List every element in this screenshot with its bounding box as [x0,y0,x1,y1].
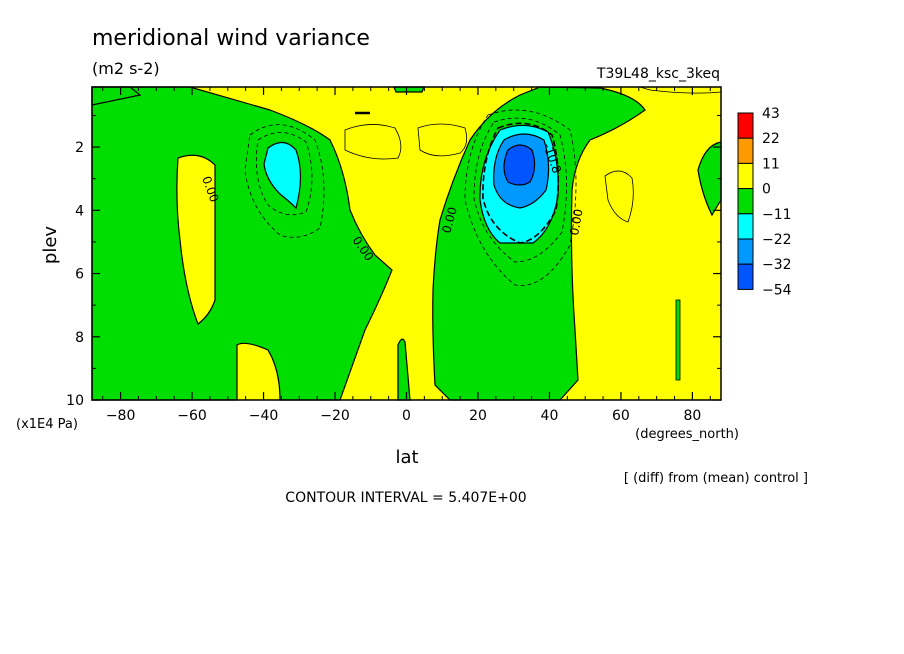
color-legend: 43 22 11 0 −11 −22 −32 −54 [737,106,792,298]
green-region-east [697,141,722,217]
x-axis-units: (degrees_north) [635,427,739,442]
contour-line [256,132,313,216]
legend-swatch [737,162,754,190]
contour-label: 0.00 [439,205,459,234]
legend-level-label: −32 [762,257,792,273]
diff-note: [ (diff) from (mean) control ] [624,471,808,486]
x-tick-label: 60 [612,408,630,424]
contour-line [604,170,634,223]
x-tick-label: 0 [402,408,411,424]
contour-line [244,124,325,238]
x-tick-label: 20 [469,408,487,424]
green-region-south [91,86,393,401]
y-tick-label: 2 [75,140,84,156]
legend-level-label: 22 [762,131,780,147]
run-label: T39L48_ksc_3keq [596,66,720,82]
legend-swatch [737,238,754,265]
deep-blue-region-north [503,144,536,186]
y-tick-label: 6 [75,267,84,283]
chart-subtitle: (m2 s-2) [92,59,160,78]
negative-contours [244,109,577,286]
legend-swatch [737,112,754,139]
y-axis-label: plev [40,226,61,265]
green-region-equator [397,338,411,401]
legend-level-label: −22 [762,232,792,248]
axis-ticks: −80 −60 −40 −20 0 20 40 60 80 2 4 6 8 10 [66,87,721,424]
legend-swatch [737,188,754,215]
legend-level-label: 43 [762,106,780,122]
legend-level-label: 11 [762,156,780,172]
x-tick-label: −60 [177,408,207,424]
legend-level-label: −11 [762,207,792,223]
chart-title: meridional wind variance [92,26,370,51]
contour-line [344,124,402,160]
contour-label: 0.00 [567,208,585,237]
x-tick-label: −40 [249,408,279,424]
contour-line [675,299,681,381]
legend-level-label: 0 [762,182,771,198]
x-tick-label: 80 [683,408,701,424]
y-tick-label: 8 [75,330,84,346]
x-tick-label: −80 [106,408,136,424]
cyan-region-south [263,141,302,210]
negative-contours-bold [482,122,560,244]
legend-swatch [737,263,754,290]
legend-swatch [737,213,754,240]
x-tick-label: 40 [541,408,559,424]
legend-swatch [737,137,754,164]
contour-interval: CONTOUR INTERVAL = 5.407E+00 [285,490,526,506]
x-tick-label: −20 [320,408,350,424]
positive-contours [344,86,722,381]
plot-area: 0.00 0.00 0.00 0.00 -10.8 −80 −60 −40 −20 0 2… [66,86,722,424]
x-axis-label: lat [395,447,418,468]
y-tick-label: 4 [75,203,84,219]
contour-line [464,109,577,286]
contour-line [473,117,567,263]
y-tick-label: 10 [66,393,84,409]
contour-line [417,123,468,157]
legend-level-label: −54 [762,282,792,298]
contour-line [482,122,560,244]
y-axis-units: (x1E4 Pa) [16,417,78,432]
